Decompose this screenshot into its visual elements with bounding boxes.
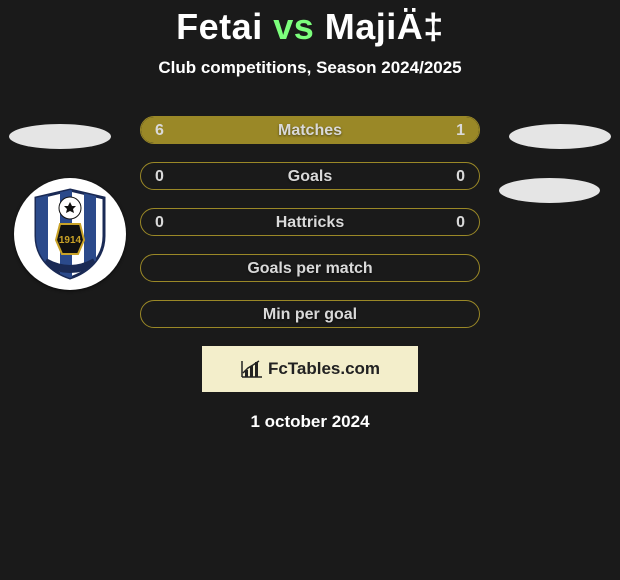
stat-row: Goals per match — [140, 254, 480, 282]
stat-value-right: 0 — [456, 163, 465, 189]
stat-label: Matches — [141, 117, 479, 143]
attribution-box: FcTables.com — [202, 346, 418, 392]
attribution-text: FcTables.com — [268, 359, 380, 379]
stat-row: Hattricks0 0 — [140, 208, 480, 236]
player2-name: MajiÄ‡ — [325, 6, 444, 47]
stat-row: Min per goal — [140, 300, 480, 328]
stat-label: Goals — [141, 163, 479, 189]
comparison-title: Fetai vs MajiÄ‡ — [0, 0, 620, 48]
stats-area: Matches61Goals00Hattricks00Goals per mat… — [0, 116, 620, 432]
stat-value-left: 0 — [155, 209, 164, 235]
subtitle: Club competitions, Season 2024/2025 — [0, 58, 620, 78]
stat-row: Goals0 0 — [140, 162, 480, 190]
stat-row: Matches6 1 — [140, 116, 480, 144]
stat-rows: Matches61Goals00Hattricks00Goals per mat… — [140, 116, 480, 328]
stat-value-right: 1 — [456, 117, 465, 143]
stat-value-left: 0 — [155, 163, 164, 189]
stat-label: Hattricks — [141, 209, 479, 235]
stat-value-left: 6 — [155, 117, 164, 143]
stat-value-right: 0 — [456, 209, 465, 235]
player1-name: Fetai — [176, 6, 263, 47]
date-text: 1 october 2024 — [0, 412, 620, 432]
vs-text: vs — [273, 6, 314, 47]
bar-chart-icon — [240, 359, 264, 379]
stat-label: Goals per match — [141, 255, 479, 281]
stat-label: Min per goal — [141, 301, 479, 327]
